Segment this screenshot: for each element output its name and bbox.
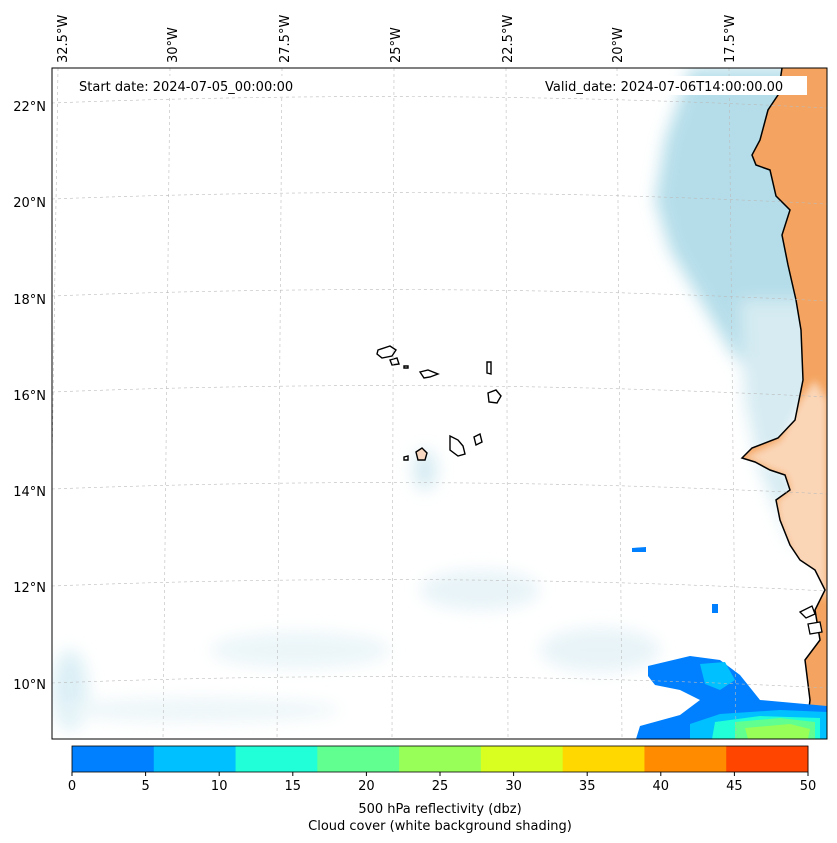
map-panel: Start date: 2024-07-05_00:00:00 Valid_da…	[51, 67, 828, 740]
cloud-patch-south	[210, 632, 390, 668]
colorbar-swatch	[480, 746, 564, 772]
island-sal	[486, 361, 492, 375]
gridline-lon	[162, 68, 171, 739]
gridlines	[52, 68, 827, 739]
map-frame	[51, 67, 828, 740]
start-date-label: Start date: 2024-07-05_00:00:00	[79, 80, 293, 95]
colorbar-tick-label: 30	[505, 779, 522, 794]
gridline-lat	[52, 579, 827, 592]
africa-land	[742, 68, 827, 739]
colorbar-tick-label: 10	[211, 779, 228, 794]
colorbar-swatch	[644, 746, 727, 772]
colorbar: 0 5 10 15 20 25 30 35 40 45 50 500 hPa reflectivit…	[68, 745, 816, 834]
lon-label: 20°W	[611, 27, 626, 63]
cloud-patch-se	[540, 628, 660, 672]
lon-label: 30°W	[166, 27, 181, 63]
land-cloud-overlay	[742, 380, 827, 600]
colorbar-ticks: 0 5 10 15 20 25 30 35 40 45 50	[68, 772, 816, 794]
longitude-labels: 32.5°W 30°W 27.5°W 25°W 22.5°W 20°W 17.5…	[56, 15, 738, 63]
island-maio	[473, 432, 483, 447]
cloud-patch-sw	[52, 650, 88, 730]
lat-label: 14°N	[13, 485, 46, 500]
coastline	[740, 68, 826, 739]
colorbar-tick-label: 35	[579, 779, 596, 794]
island-boa-vista	[487, 389, 502, 404]
gridline-lat	[52, 289, 827, 302]
colorbar-tick-label: 15	[285, 779, 302, 794]
cloud-patch-south2	[60, 698, 340, 722]
colorbar-swatches	[72, 746, 809, 772]
island-brava	[403, 455, 409, 461]
colorbar-swatch	[153, 746, 237, 772]
gridline-lat	[52, 676, 827, 689]
colorbar-tick-label: 50	[800, 779, 817, 794]
colorbar-swatch	[562, 746, 645, 772]
colorbar-tick-label: 25	[432, 779, 449, 794]
reflectivity-cells	[632, 547, 827, 739]
lon-label: 17.5°W	[723, 15, 738, 63]
island-sao-nicolau	[418, 369, 440, 379]
latitude-labels: 22°N 20°N 18°N 16°N 14°N 12°N 10°N	[13, 100, 46, 693]
colorbar-title: 500 hPa reflectivity (dbz)	[358, 802, 521, 817]
colorbar-swatch	[235, 746, 318, 772]
lon-label: 32.5°W	[56, 15, 71, 63]
coastline-islands-south	[798, 605, 823, 635]
cape-verde-islands	[376, 345, 502, 461]
colorbar-tick-label: 0	[68, 779, 76, 794]
cloud-patch-mid	[420, 570, 540, 610]
colorbar-tick-label: 20	[358, 779, 375, 794]
colorbar-subtitle: Cloud cover (white background shading)	[308, 819, 572, 834]
lon-label: 22.5°W	[501, 15, 516, 63]
colorbar-tick-label: 45	[726, 779, 743, 794]
island-santo-antao	[376, 345, 397, 359]
colorbar-tick-label: 5	[141, 779, 149, 794]
reflectivity-25-30	[745, 724, 810, 739]
lat-label: 10°N	[13, 678, 46, 693]
island-santiago	[449, 434, 466, 457]
colorbar-swatch	[399, 746, 482, 772]
lat-label: 18°N	[13, 293, 46, 308]
island-sao-vicente	[389, 357, 400, 366]
lon-label: 27.5°W	[278, 15, 293, 63]
gridline-lon	[505, 68, 509, 739]
gridline-lat	[52, 96, 827, 109]
lat-label: 16°N	[13, 389, 46, 404]
gridline-lat	[52, 385, 827, 398]
lat-label: 20°N	[13, 196, 46, 211]
lat-label: 22°N	[13, 100, 46, 115]
valid-date-label: Valid_date: 2024-07-06T14:00:00.00	[545, 80, 783, 95]
gridline-lon	[391, 68, 395, 739]
start-date-box	[74, 76, 312, 95]
gridline-lat	[52, 192, 827, 205]
gridline-lon	[276, 68, 283, 739]
colorbar-tick-label: 40	[653, 779, 670, 794]
colorbar-swatch	[317, 746, 400, 772]
colorbar-swatch	[72, 746, 155, 772]
gridline-lat	[52, 482, 827, 495]
colorbar-swatch	[726, 746, 809, 772]
gridline-lon	[728, 68, 737, 739]
island-fogo	[415, 447, 428, 461]
reflectivity-cell-small	[712, 604, 718, 613]
lat-label: 12°N	[13, 581, 46, 596]
island-santa-luzia	[403, 365, 409, 369]
gridline-lon	[616, 68, 623, 739]
lon-label: 25°W	[389, 27, 404, 63]
valid-date-box	[540, 76, 807, 95]
reflectivity-cell-west	[632, 547, 646, 552]
